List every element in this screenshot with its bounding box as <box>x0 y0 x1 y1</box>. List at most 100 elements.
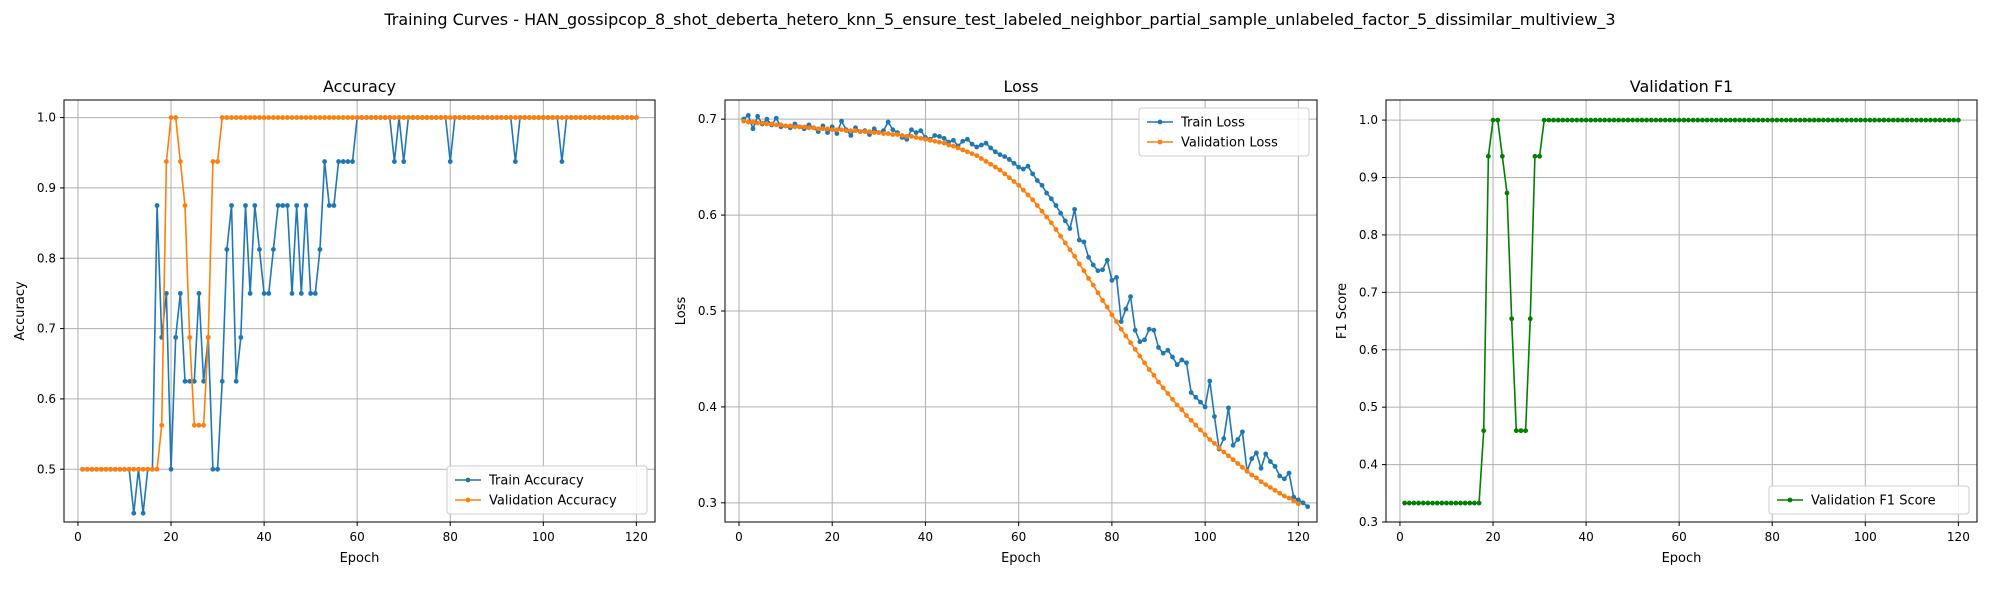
accuracy-series-1-point <box>480 115 486 120</box>
accuracy-series-0-point <box>336 159 341 164</box>
f1-xtick-label: 40 <box>1578 530 1593 544</box>
f1-series-0-point <box>1620 117 1626 123</box>
loss-series-0-point <box>1123 306 1129 312</box>
accuracy-series-0-point <box>252 203 258 208</box>
f1-series-0-point <box>1481 428 1487 434</box>
loss-series-0-point <box>1081 239 1087 245</box>
f1-series-0-point <box>1862 117 1868 123</box>
loss-series-1-point <box>1188 417 1194 423</box>
accuracy-ytick-label: 0.8 <box>37 251 56 265</box>
f1-series-0-point <box>1597 117 1603 123</box>
loss-series-1-point <box>1165 391 1171 396</box>
f1-ytick-label: 0.3 <box>1359 515 1378 529</box>
accuracy-series-1-point <box>271 115 276 120</box>
f1-series-0-point <box>1886 117 1891 123</box>
loss-series-1-point <box>1137 353 1143 359</box>
loss-series-0-point <box>1254 450 1259 456</box>
loss-series-0-point <box>1058 210 1064 216</box>
loss-series-0-point <box>1039 182 1045 188</box>
f1-series-0-point <box>1793 117 1798 123</box>
accuracy-series-1-point <box>312 115 318 120</box>
accuracy-series-1-point <box>168 115 174 120</box>
accuracy-legend-label: Validation Accuracy <box>489 494 617 509</box>
loss-series-0-point <box>773 115 779 121</box>
accuracy-series-1-point <box>443 115 448 120</box>
accuracy-series-1-point <box>419 115 425 120</box>
loss-series-0-point <box>1002 154 1008 159</box>
loss-series-1-point <box>895 132 900 137</box>
loss-ytick-label: 0.3 <box>698 496 717 510</box>
loss-series-1-point <box>881 131 886 136</box>
accuracy-legend-swatch-marker <box>465 477 471 483</box>
loss-series-1-point <box>955 145 961 151</box>
loss-series-1-point <box>1062 240 1068 246</box>
loss-series-0-point <box>1034 178 1040 183</box>
accuracy-series-0-point <box>191 378 197 384</box>
accuracy-series-1-point <box>429 115 435 120</box>
loss-series-0-point <box>992 149 998 155</box>
accuracy-series-0-point <box>294 203 300 208</box>
accuracy-xtick-label: 60 <box>350 530 365 544</box>
f1-series-0-point <box>1686 117 1691 123</box>
loss-series-0-point <box>1072 206 1078 212</box>
accuracy-series-1-point <box>499 115 504 120</box>
f1-series-0-point <box>1504 190 1510 196</box>
accuracy-series-1-point <box>396 115 402 120</box>
accuracy-series-1-point <box>582 115 588 120</box>
f1-series-0-point <box>1551 117 1556 123</box>
loss-series-1-point <box>811 125 816 131</box>
accuracy-series-0-point <box>350 159 355 164</box>
f1-ylabel: F1 Score <box>1335 283 1350 339</box>
accuracy-series-1-point <box>378 115 383 120</box>
f1-ytick-label: 0.4 <box>1359 458 1378 472</box>
accuracy-legend-label: Train Accuracy <box>488 474 584 489</box>
loss-series-1-point <box>783 123 788 129</box>
loss-series-0-point <box>1067 226 1073 231</box>
accuracy-series-1-point <box>163 159 169 164</box>
loss-series-0-point <box>1104 257 1110 263</box>
accuracy-series-1-point <box>159 422 165 428</box>
loss-series-1-point <box>1132 346 1138 352</box>
accuracy-series-1-point <box>103 466 109 472</box>
accuracy-series-1-point <box>298 115 304 120</box>
loss-series-1-point <box>1076 261 1082 267</box>
loss-series-1-point <box>932 138 938 144</box>
accuracy-series-1-point <box>610 115 616 120</box>
accuracy-series-1-point <box>350 115 355 120</box>
f1-series-0-point <box>1472 500 1477 506</box>
accuracy-series-1-point <box>117 466 123 472</box>
f1-xtick-label: 100 <box>1854 530 1877 544</box>
loss-series-0-point <box>1100 267 1105 273</box>
loss-series-1-point <box>806 125 812 131</box>
loss-series-0-point <box>964 136 970 142</box>
f1-series-0-point <box>1816 117 1822 123</box>
f1-xtick-label: 120 <box>1947 530 1970 544</box>
f1-series-0-point <box>1681 117 1687 123</box>
f1-series-0-point <box>1634 117 1640 123</box>
accuracy-series-0-point <box>131 510 137 516</box>
accuracy-series-0-point <box>201 378 207 384</box>
loss-series-1-point <box>834 127 840 133</box>
f1-series-0-point <box>1737 117 1743 123</box>
accuracy-series-1-point <box>633 115 639 120</box>
loss-series-1-point <box>1267 485 1273 490</box>
accuracy-series-0-point <box>243 203 248 208</box>
accuracy-xlabel: Epoch <box>340 551 380 566</box>
accuracy-series-0-point <box>215 466 220 472</box>
accuracy-series-1-point <box>522 115 528 120</box>
f1-series-0-markers <box>1402 117 1961 506</box>
loss-series-1-point <box>1058 233 1064 239</box>
accuracy-series-0-point <box>512 159 518 164</box>
loss-series-0-point <box>890 127 896 133</box>
loss-series-0-point <box>1016 164 1022 170</box>
loss-ytick-label: 0.4 <box>698 400 717 414</box>
f1-series-0-point <box>1951 117 1957 123</box>
loss-xtick-label: 40 <box>918 530 933 544</box>
loss-series-1-point <box>1184 413 1189 418</box>
accuracy-series-0-point <box>196 291 202 296</box>
accuracy-series-1-point <box>345 115 351 120</box>
loss-series-0-point <box>1272 463 1278 469</box>
accuracy-series-1-point <box>387 115 393 120</box>
loss-series-0-point <box>937 134 942 139</box>
